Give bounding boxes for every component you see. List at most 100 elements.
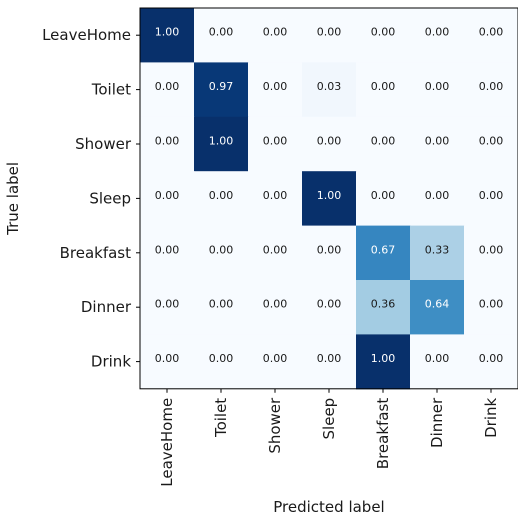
cell-value-label: 0.00: [425, 189, 450, 202]
cell-value-label: 0.00: [155, 298, 180, 311]
y-tick-label: Breakfast: [60, 244, 132, 262]
axis-ticks: [136, 34, 492, 393]
cell-value-label: 0.00: [155, 189, 180, 202]
heatmap-cell: [194, 116, 249, 172]
heatmap-cell: [140, 8, 195, 63]
heatmap-cell: [356, 62, 411, 118]
cell-value-label: 0.00: [479, 80, 504, 93]
heatmap-cell: [302, 62, 357, 118]
heatmap-cell: [464, 62, 518, 118]
cell-value-label: 1.00: [209, 135, 234, 148]
cell-value-label: 0.33: [425, 243, 450, 256]
heatmap-cell: [302, 116, 357, 172]
cell-value-label: 0.00: [317, 135, 342, 148]
cell-value-label: 0.03: [317, 80, 342, 93]
heatmap-cell: [410, 334, 465, 390]
y-tick-label: Sleep: [89, 189, 131, 207]
heatmap-cell: [410, 171, 465, 227]
heatmap-cell: [464, 225, 518, 281]
heatmap-cell: [356, 334, 411, 390]
heatmap-cell: [356, 280, 411, 335]
cell-value-label: 0.00: [209, 26, 234, 39]
cell-value-label: 0.00: [371, 135, 396, 148]
heatmap-cell: [302, 8, 357, 63]
x-tick-label: Breakfast: [374, 398, 392, 470]
cell-value-label: 0.00: [317, 298, 342, 311]
heatmap-cell: [356, 171, 411, 227]
heatmap-cell: [140, 171, 195, 227]
cell-value-label: 0.00: [479, 135, 504, 148]
cell-value-label: 0.00: [155, 135, 180, 148]
cell-value-label: 0.00: [209, 298, 234, 311]
heatmap-cell: [356, 116, 411, 172]
cell-value-label: 0.00: [479, 26, 504, 39]
cell-value-label: 0.00: [263, 26, 288, 39]
cell-value-label: 0.00: [425, 135, 450, 148]
heatmap-cell: [302, 225, 357, 281]
cell-value-label: 0.36: [371, 298, 396, 311]
cell-value-label: 1.00: [317, 189, 342, 202]
heatmap-cell: [248, 225, 303, 281]
cell-value-label: 1.00: [371, 352, 396, 365]
cell-value-label: 0.00: [425, 26, 450, 39]
heatmap-cell: [140, 62, 195, 118]
heatmap-cell: [194, 280, 249, 335]
heatmap-cell: [248, 116, 303, 172]
cell-value-label: 0.00: [155, 352, 180, 365]
cell-value-label: 0.00: [263, 352, 288, 365]
heatmap-cell: [410, 8, 465, 63]
heatmap-cell: [302, 171, 357, 227]
cell-value-label: 0.00: [263, 243, 288, 256]
y-tick-label: Shower: [75, 135, 132, 153]
x-tick-label: Toilet: [212, 398, 230, 438]
y-tick-label: Drink: [91, 353, 131, 371]
cell-value-label: 0.00: [209, 243, 234, 256]
cell-value-label: 0.00: [371, 189, 396, 202]
heatmap-cell: [410, 225, 465, 281]
heatmap-cell: [140, 225, 195, 281]
heatmap-cell: [194, 62, 249, 118]
heatmap-cell: [194, 8, 249, 63]
heatmap-cells: 1.00 0.00 0.00 0.00 0.00 0.00 0.00 0.00 0.97 0.00…: [140, 8, 518, 390]
cell-value-label: 0.00: [317, 26, 342, 39]
cell-value-label: 0.00: [263, 80, 288, 93]
x-tick-label: Sleep: [320, 398, 338, 440]
heatmap-cell: [464, 116, 518, 172]
x-tick-label: Dinner: [428, 397, 446, 448]
cell-value-label: 0.00: [479, 189, 504, 202]
x-axis-label: Predicted label: [273, 498, 384, 516]
heatmap-cell: [410, 116, 465, 172]
heatmap-cell: [356, 8, 411, 63]
heatmap-cell: [140, 116, 195, 172]
cell-value-label: 0.00: [371, 26, 396, 39]
heatmap-cell: [194, 225, 249, 281]
x-tick-label: LeaveHome: [158, 398, 176, 487]
heatmap-cell: [248, 62, 303, 118]
heatmap-cell: [302, 280, 357, 335]
cell-value-label: 0.00: [317, 352, 342, 365]
heatmap-cell: [410, 62, 465, 118]
heatmap-cell: [194, 171, 249, 227]
cell-value-label: 0.00: [479, 298, 504, 311]
x-tick-label: Shower: [266, 397, 284, 454]
cell-value-label: 0.00: [209, 189, 234, 202]
y-axis-label: True label: [4, 162, 22, 236]
tick-labels: LeaveHome Toilet Shower Sleep Breakfast Dinne…: [42, 26, 500, 487]
y-tick-label: Toilet: [91, 81, 131, 99]
cell-value-label: 0.00: [425, 352, 450, 365]
cell-value-label: 0.00: [209, 352, 234, 365]
heatmap-cell: [356, 225, 411, 281]
heatmap-cell: [248, 280, 303, 335]
heatmap-cell: [140, 334, 195, 390]
cell-value-label: 0.00: [263, 298, 288, 311]
heatmap-cell: [410, 280, 465, 335]
heatmap-cell: [464, 280, 518, 335]
heatmap-cell: [464, 8, 518, 63]
cell-value-label: 0.00: [317, 243, 342, 256]
cell-value-label: 0.00: [155, 243, 180, 256]
cell-value-label: 0.64: [425, 298, 450, 311]
cell-value-label: 0.00: [263, 189, 288, 202]
heatmap-cell: [140, 280, 195, 335]
x-tick-label: Drink: [482, 397, 500, 437]
heatmap-cell: [248, 334, 303, 390]
